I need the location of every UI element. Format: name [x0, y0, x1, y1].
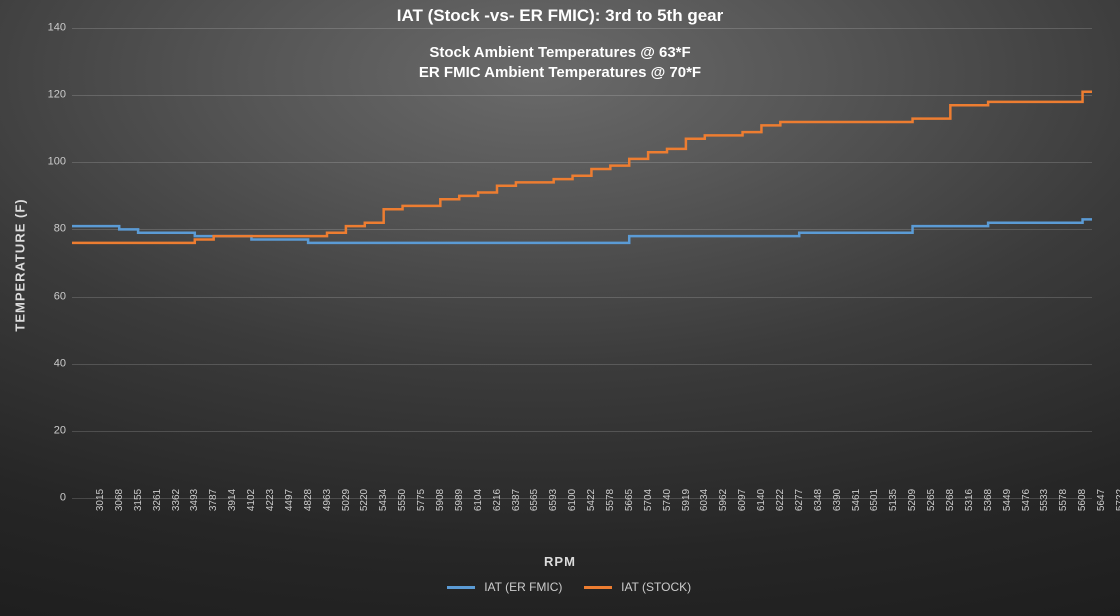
y-tick-label: 60 — [6, 291, 66, 302]
y-tick-label: 120 — [6, 90, 66, 101]
y-tick-label: 0 — [6, 493, 66, 504]
y-tick-label: 40 — [6, 358, 66, 369]
series-line-1 — [72, 92, 1092, 243]
series-line-0 — [72, 219, 1092, 243]
line-series-svg — [72, 28, 1092, 498]
legend-label-0: IAT (ER FMIC) — [484, 580, 562, 594]
y-tick-label: 140 — [6, 23, 66, 34]
y-tick-label: 100 — [6, 157, 66, 168]
chart-title: IAT (Stock -vs- ER FMIC): 3rd to 5th gea… — [0, 6, 1120, 26]
x-tick-label: 5722 — [1092, 489, 1120, 511]
y-tick-label: 80 — [6, 224, 66, 235]
y-axis-label: TEMPERATURE (F) — [13, 198, 28, 331]
legend: IAT (ER FMIC) IAT (STOCK) — [0, 580, 1120, 594]
plot-area — [72, 28, 1092, 498]
x-axis-label: RPM — [0, 554, 1120, 569]
chart-frame: IAT (Stock -vs- ER FMIC): 3rd to 5th gea… — [0, 0, 1120, 616]
legend-swatch-0 — [447, 586, 475, 589]
legend-swatch-1 — [584, 586, 612, 589]
y-tick-label: 20 — [6, 425, 66, 436]
x-axis-tick-container: 3015306831553261336234933787391441024223… — [72, 500, 1092, 550]
legend-label-1: IAT (STOCK) — [621, 580, 691, 594]
